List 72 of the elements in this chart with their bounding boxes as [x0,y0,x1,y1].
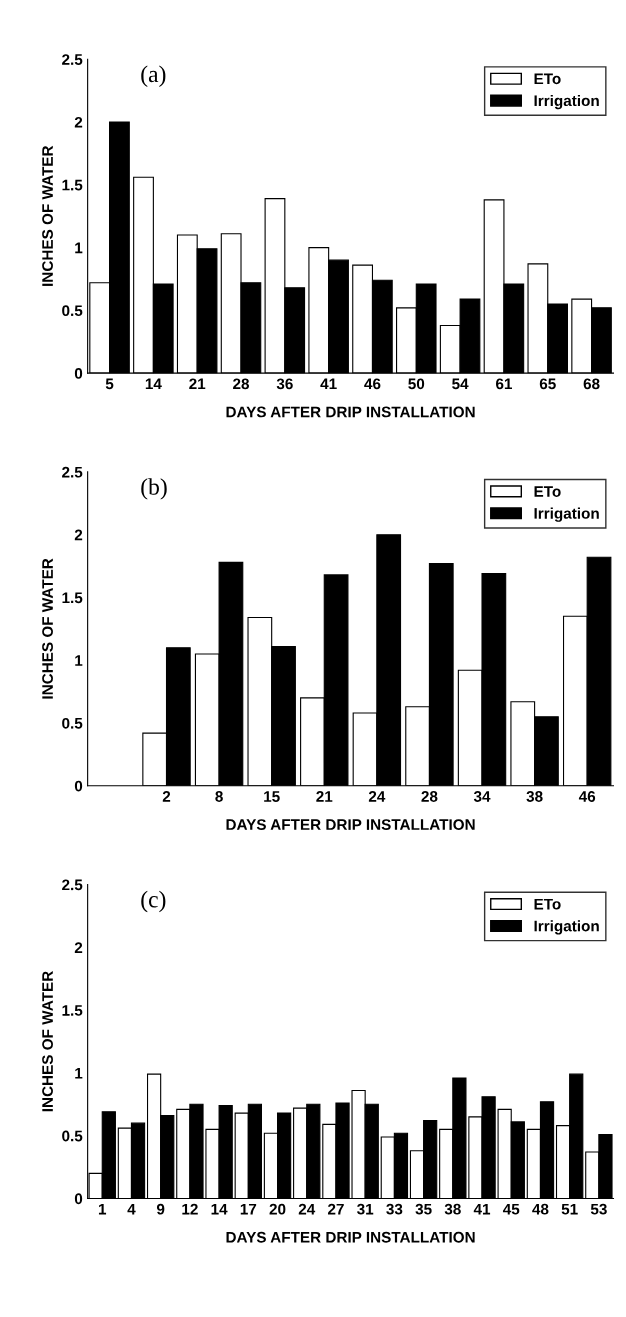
x-tick-label: 50 [408,378,425,390]
x-tick-label: 54 [452,378,469,390]
y-tick-label: 0 [74,368,83,379]
y-tick-label: 1 [75,242,83,254]
x-tick-label: 48 [532,1203,549,1215]
x-tick-label: 35 [415,1203,432,1215]
x-tick-label: 15 [264,791,280,802]
y-axis-title: INCHES OF WATER [42,145,53,286]
y-axis-title: INCHES OF WATER [42,971,53,1112]
x-tick-label: 24 [368,791,386,802]
x-tick-label: 33 [386,1203,403,1215]
y-tick-label: 2.5 [62,879,83,891]
x-tick-label: 9 [156,1203,165,1215]
y-tick-label: 2 [74,942,83,953]
x-tick-label: 12 [182,1203,198,1215]
y-tick-label: 0 [74,780,83,792]
x-tick-label: 61 [495,378,512,390]
x-tick-label: 65 [539,378,556,390]
x-tick-label: 8 [215,791,223,802]
x-tick-label: 38 [444,1203,461,1215]
x-tick-label: 1 [98,1203,107,1215]
x-tick-label: 46 [364,378,381,390]
chart-title: (a) [141,65,166,87]
legend-label: Irrigation [534,507,599,522]
legend-label: Irrigation [534,920,599,935]
y-axis-title: INCHES OF WATER [42,558,53,699]
y-tick-label: 1.5 [62,592,83,604]
x-tick-label: 45 [502,1203,520,1215]
x-axis-title: DAYS AFTER DRIP INSTALLATION [226,406,475,418]
y-tick-label: 2 [74,529,83,541]
y-tick-label: 0.5 [62,305,83,317]
y-tick-label: 1.5 [62,1005,83,1016]
chart-title: (c) [141,890,166,913]
x-tick-label: 34 [473,791,491,802]
x-tick-label: 4 [127,1203,136,1215]
x-tick-label: 2 [162,791,171,802]
y-tick-label: 1 [75,1067,83,1079]
y-tick-label: 2 [74,116,83,128]
y-tick-label: 2.5 [62,54,83,65]
legend-label: ETo [534,898,561,910]
legend-label: Irrigation [534,94,599,110]
x-tick-label: 21 [316,791,333,802]
x-tick-label: 51 [561,1203,578,1215]
x-tick-label: 36 [276,378,293,390]
x-tick-label: 53 [590,1203,607,1215]
x-tick-label: 46 [578,791,596,802]
x-tick-label: 41 [473,1203,491,1215]
x-tick-label: 24 [298,1203,316,1215]
x-tick-label: 28 [421,791,438,802]
x-tick-label: 38 [526,791,543,802]
x-tick-label: 68 [583,378,600,390]
chart-title: (b) [141,478,167,500]
y-tick-label: 0 [74,1193,83,1205]
x-tick-label: 31 [357,1203,374,1215]
x-tick-label: 5 [105,378,114,390]
legend-label: ETo [534,73,561,85]
y-tick-label: 2.5 [62,466,83,478]
y-tick-label: 0.5 [62,1130,83,1142]
x-tick-label: 41 [320,378,337,390]
y-tick-label: 1.5 [62,179,83,191]
x-tick-label: 14 [211,1203,228,1215]
x-tick-label: 17 [240,1203,257,1215]
x-axis-title: DAYS AFTER DRIP INSTALLATION [226,819,475,831]
x-tick-label: 20 [269,1203,286,1215]
legend-label: ETo [534,486,561,497]
y-tick-label: 0.5 [62,717,83,729]
x-tick-label: 28 [233,378,250,390]
y-tick-label: 1 [75,655,83,666]
x-axis-title: DAYS AFTER DRIP INSTALLATION [226,1231,475,1243]
x-tick-label: 27 [327,1203,344,1215]
x-tick-label: 21 [189,378,206,390]
x-tick-label: 14 [145,378,162,390]
